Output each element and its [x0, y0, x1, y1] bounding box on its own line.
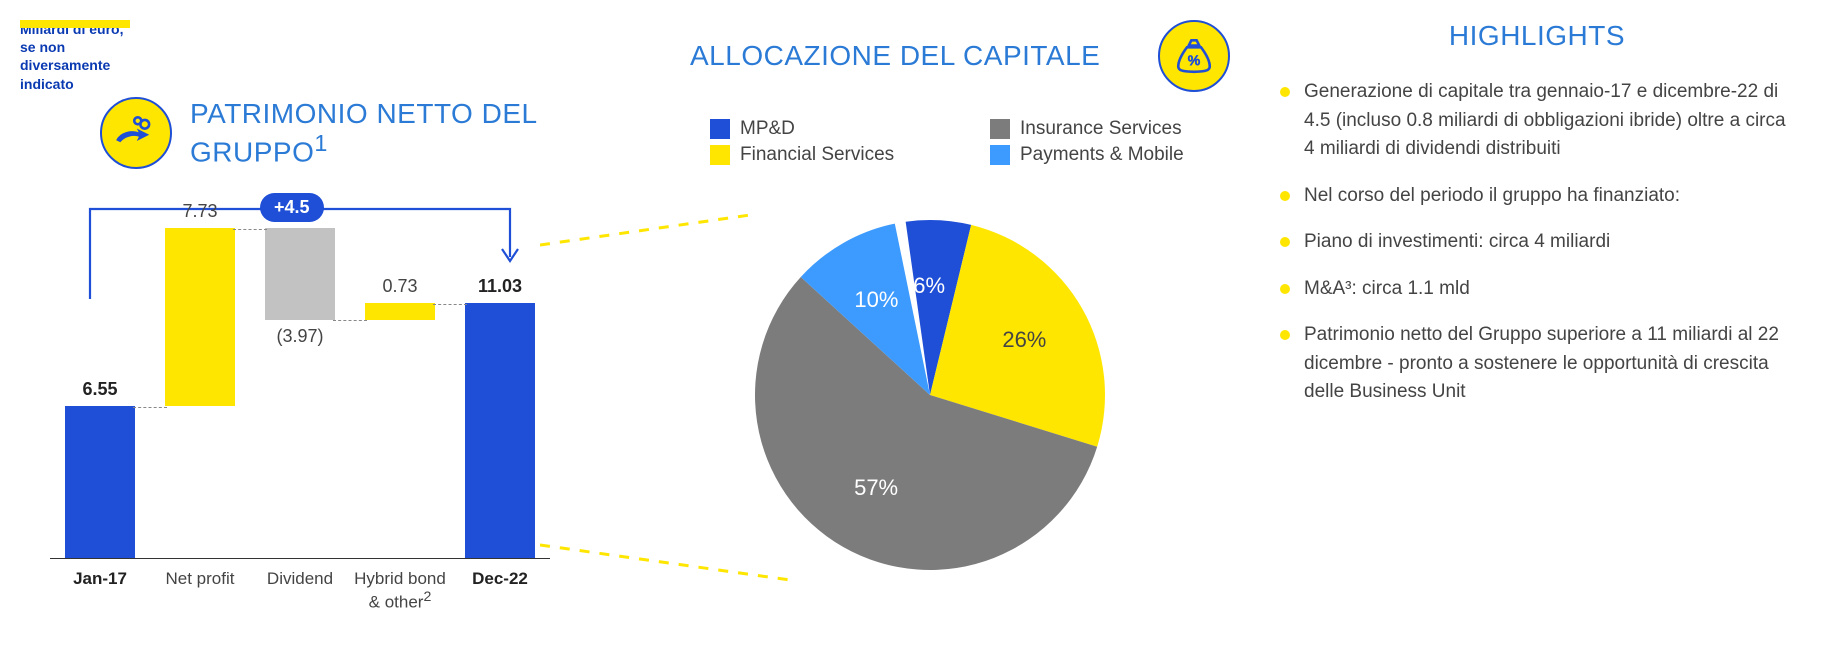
highlight-item: Nel corso del periodo il gruppo ha finan… [1280, 182, 1794, 211]
legend-label: Insurance Services [1020, 118, 1182, 140]
title2: ALLOCAZIONE DEL CAPITALE [690, 40, 1100, 72]
legend: MP&D Insurance Services Financial Services… [710, 118, 1230, 170]
page: Miliardi di euro, se non diversamente in… [0, 0, 1834, 660]
wf-value: 0.73 [352, 276, 448, 297]
title1-sup: 1 [314, 130, 327, 156]
highlight-item: Generazione di capitale tra gennaio-17 e… [1280, 78, 1794, 164]
col-allocation: ALLOCAZIONE DEL CAPITALE % MP&D Insurance… [630, 20, 1230, 620]
legend-label: MP&D [740, 118, 795, 140]
legend-label: Payments & Mobile [1020, 144, 1184, 166]
connector-top [540, 210, 760, 250]
svg-text:%: % [1188, 52, 1200, 68]
wf-value: 11.03 [452, 276, 548, 297]
waterfall-xaxis: Jan-17Net profitDividendHybrid bond & ot… [50, 569, 550, 613]
legend-swatch [710, 145, 730, 165]
wf-dash [333, 320, 367, 321]
highlight-item: Patrimonio netto del Gruppo superiore a … [1280, 321, 1794, 407]
wf-bar [465, 303, 535, 558]
yellow-strip [20, 20, 130, 28]
wf-bar [65, 406, 135, 557]
wf-bar [365, 303, 435, 320]
wf-xlabel: Jan-17 [50, 569, 150, 613]
wf-dash [133, 407, 167, 408]
highlights-list: Generazione di capitale tra gennaio-17 e… [1280, 78, 1794, 407]
legend-item: Payments & Mobile [990, 144, 1230, 166]
legend-swatch [990, 119, 1010, 139]
delta-pill: +4.5 [260, 193, 324, 222]
highlight-item: Piano di investimenti: circa 4 miliardi [1280, 228, 1794, 257]
wf-value: 7.73 [152, 201, 248, 222]
legend-label: Financial Services [740, 144, 894, 166]
title3: HIGHLIGHTS [1280, 20, 1794, 52]
unit-note: Miliardi di euro, se non diversamente in… [20, 20, 140, 93]
title2-row: ALLOCAZIONE DEL CAPITALE % [630, 20, 1230, 92]
title1: PATRIMONIO NETTO DEL GRUPPO1 [190, 98, 580, 168]
pie-label: 57% [854, 475, 898, 501]
waterfall-chart: +4.5 6.55 7.73 (3.97) 0.7311.03 Jan-17Net p… [20, 189, 580, 629]
col-highlights: HIGHLIGHTS Generazione di capitale tra g… [1280, 20, 1794, 620]
wf-dash [233, 229, 267, 230]
highlight-item: M&A³: circa 1.1 mld [1280, 275, 1794, 304]
wf-xlabel: Hybrid bond & other2 [350, 569, 450, 613]
col-equity: Miliardi di euro, se non diversamente in… [20, 20, 580, 620]
wf-xlabel: Net profit [150, 569, 250, 613]
connector-bottom [540, 540, 800, 590]
wf-value: 6.55 [52, 379, 148, 400]
wf-xlabel: Dividend [250, 569, 350, 613]
legend-swatch [990, 145, 1010, 165]
bag-icon: % [1158, 20, 1230, 92]
wf-xlabel: Dec-22 [450, 569, 550, 613]
wf-bar [165, 228, 235, 407]
title1-text: PATRIMONIO NETTO DEL GRUPPO [190, 98, 537, 167]
legend-item: MP&D [710, 118, 950, 140]
legend-item: Insurance Services [990, 118, 1230, 140]
title1-row: PATRIMONIO NETTO DEL GRUPPO1 [120, 97, 580, 169]
pie-label: 26% [1002, 327, 1046, 353]
legend-item: Financial Services [710, 144, 950, 166]
equity-icon [100, 97, 172, 169]
waterfall-plot: 6.557.73(3.97)0.7311.03 [50, 229, 550, 559]
wf-bar [265, 228, 335, 320]
legend-swatch [710, 119, 730, 139]
wf-value: (3.97) [252, 326, 348, 347]
wf-dash [433, 304, 467, 305]
pie-label: 10% [854, 287, 898, 313]
pie-label: 6% [913, 273, 945, 299]
